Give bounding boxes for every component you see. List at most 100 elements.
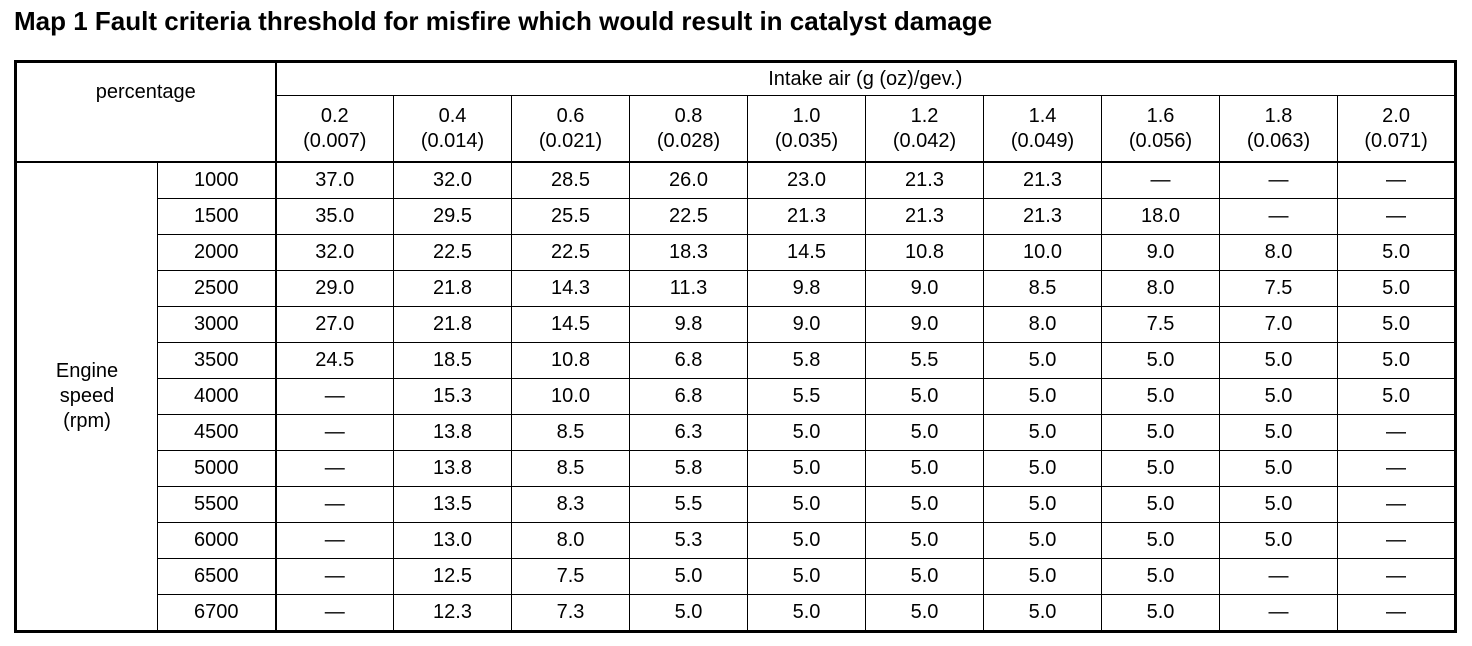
threshold-cell: 5.0 [1101, 522, 1221, 559]
table-row: 4500—13.8 8.5 6.3 5.0 5.0 5.0 5.0 5.0— [16, 414, 1458, 451]
table-row: 4000—15.3 10.0 6.8 5.5 5.0 5.0 5.0 5.0 5.0 [16, 378, 1458, 415]
threshold-cell: 5.0 [747, 450, 867, 487]
column-header-0.6: 0.6 (0.021) [511, 95, 631, 163]
threshold-cell: 5.0 [1101, 378, 1221, 415]
threshold-cell: 26.0 [629, 161, 749, 199]
threshold-cell: 32.0 [275, 234, 395, 271]
column-header-1.2: 1.2 (0.042) [865, 95, 985, 163]
threshold-cell: 9.0 [747, 306, 867, 343]
threshold-cell: — [1337, 414, 1458, 451]
threshold-cell: 5.5 [629, 486, 749, 523]
threshold-cell: 5.0 [983, 486, 1103, 523]
threshold-cell: 6.3 [629, 414, 749, 451]
threshold-cell: 8.3 [511, 486, 631, 523]
threshold-cell: 28.5 [511, 161, 631, 199]
threshold-cell: 5.0 [1337, 306, 1458, 343]
document-title: Map 1 Fault criteria threshold for misfi… [14, 6, 993, 36]
threshold-cell: 5.0 [1337, 234, 1458, 271]
threshold-cell: — [275, 450, 395, 487]
threshold-cell: 9.0 [865, 270, 985, 307]
threshold-cell: 22.5 [511, 234, 631, 271]
rpm-label: 2500 [156, 270, 277, 307]
column-header-0.2: 0.2 (0.007) [275, 95, 395, 163]
column-header-grams: 1.2 [910, 104, 939, 127]
threshold-cell: 37.0 [275, 161, 395, 199]
threshold-cell: 10.8 [865, 234, 985, 271]
column-header-ounces: (0.049) [1010, 129, 1075, 152]
threshold-cell: 5.5 [865, 342, 985, 379]
threshold-cell: 13.0 [393, 522, 513, 559]
engine-speed-label-line: (rpm) [63, 410, 111, 432]
threshold-cell: 13.8 [393, 414, 513, 451]
threshold-cell: 8.0 [983, 306, 1103, 343]
threshold-cell: 13.5 [393, 486, 513, 523]
threshold-cell: — [1219, 198, 1339, 235]
threshold-cell: 21.3 [865, 198, 985, 235]
corner-label: percentage [13, 60, 277, 163]
table-row: 3000 27.0 21.8 14.5 9.8 9.0 9.0 8.0 7.5 7.0 5.0 [16, 306, 1458, 343]
column-header-ounces: (0.042) [892, 129, 957, 152]
column-header-grams: 1.8 [1264, 104, 1293, 127]
table-row: 6000—13.0 8.0 5.3 5.0 5.0 5.0 5.0 5.0— [16, 522, 1458, 559]
threshold-cell: 21.3 [983, 198, 1103, 235]
threshold-cell: 5.0 [865, 558, 985, 595]
column-header-grams: 0.4 [438, 104, 467, 127]
table-row: 1500 35.0 29.5 25.5 22.5 21.3 21.3 21.3 18.0— — [16, 198, 1458, 235]
threshold-cell: 5.0 [865, 522, 985, 559]
threshold-cell: 5.0 [983, 522, 1103, 559]
threshold-cell: 9.0 [1101, 234, 1221, 271]
column-header-grams: 1.6 [1146, 104, 1175, 127]
threshold-cell: 21.3 [747, 198, 867, 235]
threshold-cell: 5.0 [1101, 486, 1221, 523]
threshold-cell: 10.0 [983, 234, 1103, 271]
threshold-cell: — [1101, 161, 1221, 199]
threshold-cell: 14.5 [747, 234, 867, 271]
engine-speed-label-line: Engine [55, 360, 119, 382]
threshold-cell: 5.0 [1337, 342, 1458, 379]
threshold-cell: 25.5 [511, 198, 631, 235]
threshold-cell: 8.5 [511, 414, 631, 451]
threshold-cell: 5.0 [1101, 414, 1221, 451]
column-header-ounces: (0.063) [1246, 129, 1311, 152]
threshold-cell: 24.5 [275, 342, 395, 379]
column-header-ounces: (0.056) [1128, 129, 1193, 152]
threshold-cell: 6.8 [629, 378, 749, 415]
threshold-cell: 8.5 [983, 270, 1103, 307]
threshold-cell: 32.0 [393, 161, 513, 199]
threshold-cell: 21.3 [865, 161, 985, 199]
column-header-0.4: 0.4 (0.014) [393, 95, 513, 163]
table-row: 5500—13.5 8.3 5.5 5.0 5.0 5.0 5.0 5.0— [16, 486, 1458, 523]
threshold-cell: 5.0 [865, 378, 985, 415]
threshold-cell: 5.0 [1219, 450, 1339, 487]
threshold-cell: — [1337, 198, 1458, 235]
threshold-cell: 5.0 [747, 558, 867, 595]
column-header-1.8: 1.8 (0.063) [1219, 95, 1339, 163]
threshold-cell: 5.0 [1337, 378, 1458, 415]
threshold-cell: 35.0 [275, 198, 395, 235]
rpm-label: 3000 [156, 306, 277, 343]
threshold-cell: 9.8 [629, 306, 749, 343]
threshold-cell: 5.0 [1219, 378, 1339, 415]
threshold-cell: 5.8 [747, 342, 867, 379]
column-header-grams: 1.4 [1028, 104, 1057, 127]
threshold-cell: — [1337, 486, 1458, 523]
table-row: 6700—12.3 7.3 5.0 5.0 5.0 5.0 5.0— — [16, 594, 1458, 633]
threshold-cell: 21.8 [393, 270, 513, 307]
threshold-cell: — [1337, 558, 1458, 595]
threshold-cell: 29.0 [275, 270, 395, 307]
rpm-label: 3500 [156, 342, 277, 379]
threshold-cell: 9.0 [865, 306, 985, 343]
column-header-grams: 2.0 [1382, 104, 1410, 127]
threshold-cell: 18.0 [1101, 198, 1221, 235]
threshold-cell: — [1337, 522, 1458, 559]
column-header-2.0: 2.0 (0.071) [1337, 95, 1458, 163]
threshold-cell: 7.3 [511, 594, 631, 633]
threshold-cell: 8.0 [1219, 234, 1339, 271]
threshold-cell: — [1337, 450, 1458, 487]
threshold-cell: 5.3 [629, 522, 749, 559]
intake-air-group-header: Intake air (g (oz)/gev.) [275, 60, 1458, 96]
threshold-cell: — [275, 522, 395, 559]
threshold-cell: 5.5 [747, 378, 867, 415]
threshold-cell: 29.5 [393, 198, 513, 235]
rpm-label: 1000 [156, 161, 277, 199]
